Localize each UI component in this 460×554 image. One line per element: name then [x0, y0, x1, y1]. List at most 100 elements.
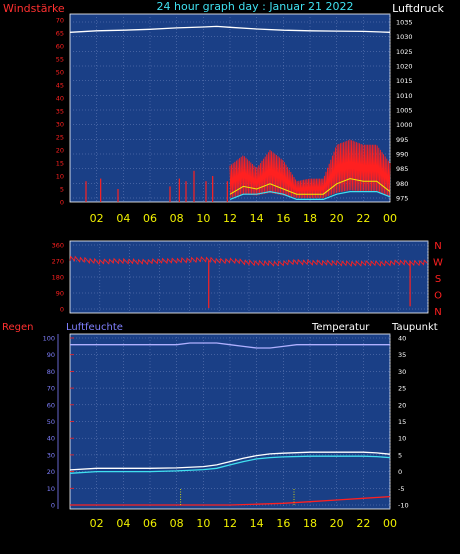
humidity-tick-label: 60 [47, 401, 55, 409]
pressure-tick-label: 1030 [396, 33, 413, 41]
humidity-tick-label: 30 [47, 451, 55, 459]
wind-tick-label: 65 [56, 30, 64, 38]
x-tick-label: 04 [116, 517, 130, 530]
compass-label: S [435, 274, 441, 285]
wind-tick-label: 50 [56, 69, 64, 77]
rain-humidity-temp-panel: 0 10 20 30 40 50 60 70 80 90 100 -10 -5 0 5 10 15 20 25 30 3… [43, 333, 409, 510]
wind-tick-label: 35 [56, 108, 64, 116]
wind-tick-label: 30 [56, 121, 64, 129]
wind-tick-label: 55 [56, 56, 64, 64]
direction-tick-label: 180 [52, 274, 64, 282]
direction-tick-label: 0 [60, 306, 64, 314]
x-tick-label: 02 [90, 212, 104, 225]
wind-tick-label: 60 [56, 43, 64, 51]
pressure-tick-label: 1020 [396, 63, 413, 71]
pressure-tick-label: 975 [396, 195, 408, 203]
temperature-tick-label: 15 [398, 418, 406, 426]
wind-tick-label: 70 [56, 17, 64, 25]
humidity-tick-label: 10 [47, 485, 55, 493]
humidity-tick-label: 50 [47, 418, 55, 426]
luftfeuchte-axis-title: Luftfeuchte [66, 322, 123, 333]
temperature-tick-label: 0 [398, 468, 402, 476]
temperature-tick-label: -10 [398, 502, 409, 510]
temperature-tick-label: 25 [398, 385, 406, 393]
wind-tick-label: 5 [60, 186, 64, 194]
direction-tick-label: 270 [52, 258, 64, 266]
humidity-tick-label: 20 [47, 468, 55, 476]
x-tick-label: 16 [276, 517, 290, 530]
direction-tick-label: 360 [52, 242, 64, 250]
pressure-tick-label: 980 [396, 180, 408, 188]
wind-tick-label: 25 [56, 134, 64, 142]
x-tick-label: 12 [223, 212, 237, 225]
x-tick-label: 12 [223, 517, 237, 530]
temperature-tick-label: 30 [398, 368, 406, 376]
wind-tick-label: 20 [56, 147, 64, 155]
wind-base-series [229, 178, 391, 195]
x-tick-label: 16 [276, 212, 290, 225]
compass-label: N [434, 307, 441, 318]
x-axis-ticks-top: 02 04 06 08 10 12 14 16 18 20 22 00 [90, 212, 397, 225]
pressure-tick-label: 1010 [396, 92, 413, 100]
x-tick-label: 22 [356, 517, 370, 530]
direction-tick-label: 90 [56, 290, 64, 298]
chart-title: 24 hour graph day : Januar 21 2022 [157, 0, 354, 13]
wind-direction-series [69, 255, 428, 267]
humidity-tick-label: 90 [47, 351, 55, 359]
wind-tick-label: 15 [56, 160, 64, 168]
regen-axis-title: Regen [2, 322, 34, 333]
humidity-tick-label: 100 [43, 335, 55, 343]
pressure-axis-title: Luftdruck [392, 2, 444, 15]
x-tick-label: 20 [330, 212, 344, 225]
temperature-tick-label: -5 [398, 485, 404, 493]
x-tick-label: 14 [250, 212, 264, 225]
pressure-tick-label: 1005 [396, 107, 413, 115]
x-tick-label: 20 [330, 517, 344, 530]
temperatur-axis-title: Temperatur [311, 322, 370, 333]
x-tick-label: 00 [383, 212, 397, 225]
wind-axis-title: Windstärke [3, 2, 65, 15]
wind-gust-series [229, 139, 391, 199]
wind-tick-label: 0 [60, 199, 64, 207]
pressure-tick-label: 995 [396, 136, 408, 144]
x-tick-label: 14 [250, 517, 264, 530]
x-tick-label: 04 [116, 212, 130, 225]
pressure-tick-label: 1015 [396, 77, 413, 85]
x-tick-label: 08 [170, 212, 184, 225]
wind-tick-label: 45 [56, 82, 64, 90]
temperatur-series [69, 451, 391, 471]
pressure-tick-label: 1000 [396, 121, 413, 129]
compass-label: W [433, 258, 443, 269]
compass-label: O [434, 291, 442, 302]
temperature-tick-label: 40 [398, 335, 406, 343]
x-tick-label: 18 [303, 517, 317, 530]
regen-series [70, 495, 391, 506]
taupunkt-series [69, 455, 391, 474]
wind-pressure-panel: 9759809859909951000100510101015102010251… [56, 13, 413, 207]
temperature-tick-label: 5 [398, 451, 402, 459]
x-tick-label: 06 [143, 212, 157, 225]
x-tick-label: 10 [196, 517, 210, 530]
x-tick-label: 00 [383, 517, 397, 530]
x-tick-label: 06 [143, 517, 157, 530]
temperature-tick-label: 20 [398, 401, 406, 409]
humidity-tick-label: 0 [51, 502, 55, 510]
temperature-tick-label: 35 [398, 351, 406, 359]
x-tick-label: 02 [90, 517, 104, 530]
pressure-series [69, 25, 391, 33]
temperature-tick-label: 10 [398, 435, 406, 443]
humidity-tick-label: 40 [47, 435, 55, 443]
pressure-tick-label: 990 [396, 151, 408, 159]
humidity-tick-label: 70 [47, 385, 55, 393]
luftfeuchte-series [70, 342, 390, 349]
x-tick-label: 10 [196, 212, 210, 225]
x-tick-label: 22 [356, 212, 370, 225]
wind-average-series [229, 190, 391, 200]
x-tick-label: 18 [303, 212, 317, 225]
pressure-tick-label: 985 [396, 165, 408, 173]
compass-label: N [434, 241, 441, 252]
wind-tick-label: 10 [56, 173, 64, 181]
